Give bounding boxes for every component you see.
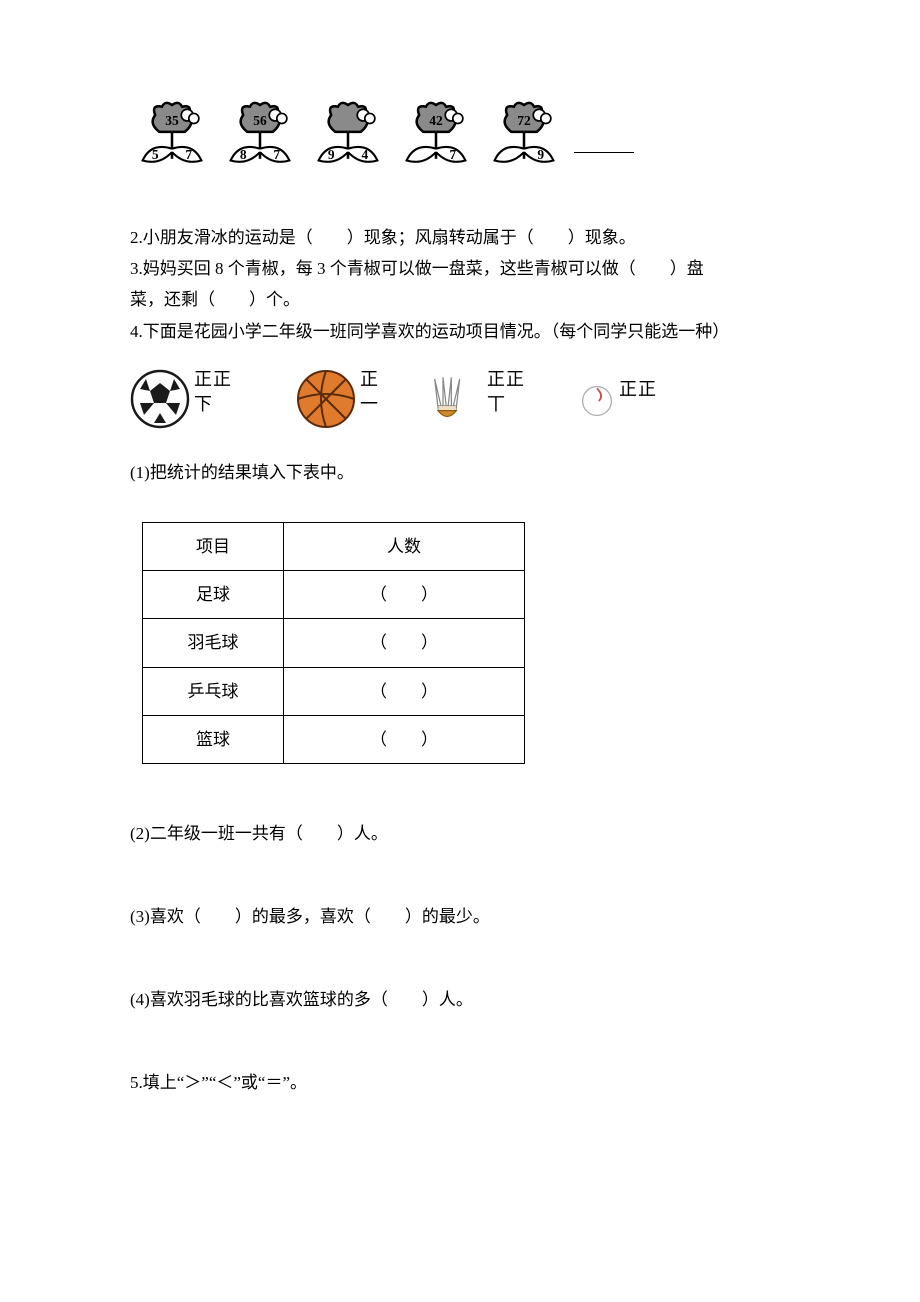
tally-text: 丅 — [487, 394, 525, 416]
basketball-icon — [296, 369, 356, 429]
pingpong-tally: 正正 — [619, 379, 657, 405]
tally-text: 下 — [194, 394, 232, 416]
trailing-line — [574, 152, 634, 153]
question-4-1: (1)把统计的结果填入下表中。 — [130, 459, 800, 486]
svg-text:7: 7 — [185, 147, 192, 162]
stats-table: 项目 人数 足球 （ ） 羽毛球 （ ） 乒乓球 （ ） 篮球 （ ） — [142, 522, 525, 764]
table-row: 乒乓球 （ ） — [143, 667, 525, 715]
flower-5: 72 9 — [482, 100, 566, 184]
sport-basketball: 正 一 — [296, 369, 379, 429]
flower-3: 9 4 — [306, 100, 390, 184]
cell: （ ） — [284, 571, 525, 619]
cell: 足球 — [143, 571, 284, 619]
cell: （ ） — [284, 619, 525, 667]
pingpong-icon — [579, 383, 615, 419]
flower-2: 56 8 7 — [218, 100, 302, 184]
sports-row: 正正 下 正 一 — [130, 369, 800, 429]
question-3-line1: 3.妈妈买回 8 个青椒，每 3 个青椒可以做一盘菜，这些青椒可以做（ ）盘 — [130, 255, 800, 282]
cell: 羽毛球 — [143, 619, 284, 667]
question-4-3: (3)喜欢（ ）的最多，喜欢（ ）的最少。 — [130, 903, 800, 930]
question-2: 2.小朋友滑冰的运动是（ ）现象；风扇转动属于（ ）现象。 — [130, 224, 800, 251]
svg-text:56: 56 — [253, 113, 267, 128]
header-cell: 项目 — [143, 522, 284, 570]
sport-soccer: 正正 下 — [130, 369, 232, 429]
flower-1: 35 5 7 — [130, 100, 214, 184]
tally-text: 一 — [360, 394, 379, 416]
svg-text:9: 9 — [328, 147, 335, 162]
question-4: 4.下面是花园小学二年级一班同学喜欢的运动项目情况。（每个同学只能选一种） — [130, 318, 800, 345]
table-row: 篮球 （ ） — [143, 715, 525, 763]
soccer-tally: 正正 下 — [194, 369, 232, 416]
question-4-4: (4)喜欢羽毛球的比喜欢篮球的多（ ）人。 — [130, 986, 800, 1013]
flower-row: 35 5 7 56 8 7 — [130, 100, 800, 184]
shuttlecock-icon — [423, 369, 483, 429]
svg-text:35: 35 — [165, 113, 179, 128]
soccer-icon — [130, 369, 190, 429]
question-4-2: (2)二年级一班一共有（ ）人。 — [130, 820, 800, 847]
svg-text:7: 7 — [449, 147, 456, 162]
table-row: 羽毛球 （ ） — [143, 619, 525, 667]
question-3-line2: 菜，还剩（ ）个。 — [130, 286, 800, 313]
svg-text:8: 8 — [240, 147, 247, 162]
question-5: 5.填上“＞”“＜”或“＝”。 — [130, 1069, 800, 1096]
tally-text: 正正 — [619, 379, 657, 401]
cell: （ ） — [284, 715, 525, 763]
tally-text: 正 — [360, 369, 379, 391]
svg-text:42: 42 — [429, 113, 443, 128]
cell: 乒乓球 — [143, 667, 284, 715]
worksheet-page: 35 5 7 56 8 7 — [0, 0, 920, 1302]
svg-text:9: 9 — [537, 147, 544, 162]
header-cell: 人数 — [284, 522, 525, 570]
svg-text:4: 4 — [361, 147, 368, 162]
tally-text: 正正 — [487, 369, 525, 391]
tally-text: 正正 — [194, 369, 232, 391]
cell: （ ） — [284, 667, 525, 715]
svg-text:72: 72 — [517, 113, 531, 128]
badminton-tally: 正正 丅 — [487, 369, 525, 416]
cell: 篮球 — [143, 715, 284, 763]
table-row: 足球 （ ） — [143, 571, 525, 619]
sport-badminton: 正正 丅 — [423, 369, 525, 429]
flower-4: 42 7 — [394, 100, 478, 184]
table-row: 项目 人数 — [143, 522, 525, 570]
basketball-tally: 正 一 — [360, 369, 379, 416]
sport-pingpong: 正正 — [579, 379, 657, 419]
svg-text:5: 5 — [152, 147, 159, 162]
svg-text:7: 7 — [273, 147, 280, 162]
